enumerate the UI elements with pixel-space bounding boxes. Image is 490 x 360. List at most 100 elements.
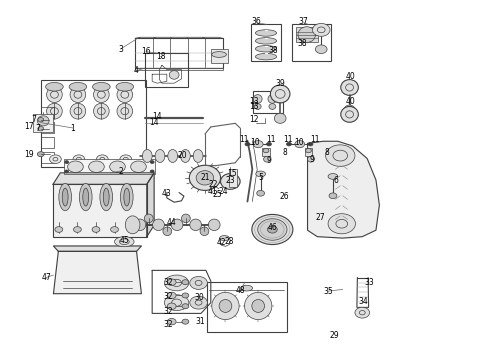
Text: 8: 8 xyxy=(283,148,288,157)
Ellipse shape xyxy=(169,71,179,79)
Text: 44: 44 xyxy=(167,218,176,227)
Ellipse shape xyxy=(313,23,330,36)
Text: 32: 32 xyxy=(164,292,173,301)
Ellipse shape xyxy=(182,280,189,285)
Ellipse shape xyxy=(168,149,177,162)
Text: 21: 21 xyxy=(201,173,210,182)
Ellipse shape xyxy=(111,226,119,232)
Text: 16: 16 xyxy=(141,47,150,56)
Text: 38: 38 xyxy=(298,39,307,48)
Ellipse shape xyxy=(79,184,92,211)
Text: 13: 13 xyxy=(249,102,259,111)
Text: 38: 38 xyxy=(269,46,278,55)
Text: 40: 40 xyxy=(345,72,355,81)
Text: 35: 35 xyxy=(323,287,333,296)
Bar xyxy=(229,169,237,187)
Ellipse shape xyxy=(212,292,239,320)
Ellipse shape xyxy=(258,219,287,240)
Ellipse shape xyxy=(167,279,176,285)
Ellipse shape xyxy=(124,188,130,206)
Ellipse shape xyxy=(182,293,189,298)
Text: 47: 47 xyxy=(41,273,51,282)
Text: 11: 11 xyxy=(266,135,276,144)
Ellipse shape xyxy=(181,214,190,223)
Ellipse shape xyxy=(62,188,68,206)
Ellipse shape xyxy=(171,219,183,230)
Ellipse shape xyxy=(329,193,337,199)
Ellipse shape xyxy=(164,295,189,311)
Bar xyxy=(207,282,287,332)
Text: 24: 24 xyxy=(219,187,228,196)
Ellipse shape xyxy=(328,214,355,234)
Ellipse shape xyxy=(97,155,108,163)
Ellipse shape xyxy=(245,142,250,146)
Ellipse shape xyxy=(65,161,69,163)
Text: 19: 19 xyxy=(24,150,33,159)
Ellipse shape xyxy=(255,45,277,52)
Ellipse shape xyxy=(298,27,316,42)
Ellipse shape xyxy=(263,148,269,153)
Ellipse shape xyxy=(38,127,44,131)
Ellipse shape xyxy=(182,319,189,324)
Ellipse shape xyxy=(196,171,214,185)
Ellipse shape xyxy=(49,155,61,163)
Polygon shape xyxy=(147,173,154,237)
Polygon shape xyxy=(53,184,147,237)
Text: 39: 39 xyxy=(275,79,285,88)
Text: 1: 1 xyxy=(71,123,75,132)
Ellipse shape xyxy=(220,235,229,240)
Ellipse shape xyxy=(116,82,134,91)
Ellipse shape xyxy=(125,216,140,234)
Text: 14: 14 xyxy=(149,118,158,127)
Ellipse shape xyxy=(252,215,293,244)
Ellipse shape xyxy=(103,188,109,206)
Bar xyxy=(253,91,283,113)
Ellipse shape xyxy=(155,149,165,162)
Text: 28: 28 xyxy=(224,237,234,246)
Ellipse shape xyxy=(287,142,292,146)
Ellipse shape xyxy=(193,149,203,162)
Ellipse shape xyxy=(164,275,189,291)
Text: 43: 43 xyxy=(162,189,171,198)
Text: 9: 9 xyxy=(310,156,315,165)
Text: 37: 37 xyxy=(299,17,309,26)
Ellipse shape xyxy=(110,161,125,172)
Ellipse shape xyxy=(257,190,265,196)
Text: 45: 45 xyxy=(120,237,129,246)
Polygon shape xyxy=(53,246,142,251)
Text: 23: 23 xyxy=(225,176,235,185)
Ellipse shape xyxy=(37,116,49,126)
Ellipse shape xyxy=(256,171,266,177)
Ellipse shape xyxy=(308,156,315,162)
Ellipse shape xyxy=(167,292,176,299)
Text: 10: 10 xyxy=(294,138,304,147)
Text: 6: 6 xyxy=(333,176,338,185)
Ellipse shape xyxy=(134,219,146,230)
Ellipse shape xyxy=(47,103,62,119)
Bar xyxy=(64,159,155,174)
Ellipse shape xyxy=(55,226,63,232)
Text: 30: 30 xyxy=(194,293,204,302)
Ellipse shape xyxy=(180,149,190,162)
Bar xyxy=(41,80,146,167)
Text: 20: 20 xyxy=(177,152,187,161)
Ellipse shape xyxy=(115,237,134,247)
Text: 5: 5 xyxy=(258,173,263,182)
Ellipse shape xyxy=(37,152,44,157)
Ellipse shape xyxy=(74,226,81,232)
Ellipse shape xyxy=(143,149,152,162)
Ellipse shape xyxy=(47,87,62,103)
Text: 31: 31 xyxy=(195,317,205,326)
Ellipse shape xyxy=(145,214,153,223)
Polygon shape xyxy=(53,173,154,184)
Text: 18: 18 xyxy=(156,52,165,61)
Text: 11: 11 xyxy=(239,135,249,144)
Text: 26: 26 xyxy=(279,192,289,201)
Ellipse shape xyxy=(150,161,154,163)
Text: 41: 41 xyxy=(207,187,217,196)
Ellipse shape xyxy=(117,103,133,119)
Bar xyxy=(53,184,147,237)
Ellipse shape xyxy=(208,219,220,230)
Text: 9: 9 xyxy=(266,156,271,165)
Ellipse shape xyxy=(254,104,261,109)
